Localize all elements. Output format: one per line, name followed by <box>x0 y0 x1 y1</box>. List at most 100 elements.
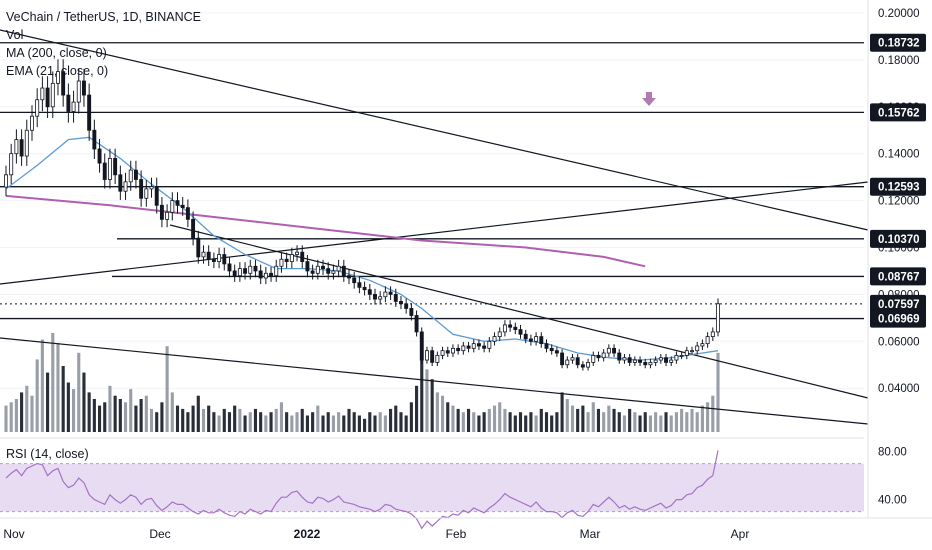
rsi-line <box>5 450 719 530</box>
candle-body <box>185 207 190 220</box>
candle-body <box>56 71 60 84</box>
candle-body <box>107 157 112 180</box>
candle-body <box>695 345 700 352</box>
candle <box>289 247 294 269</box>
volume-bar <box>518 412 523 432</box>
price-tag-box <box>870 229 926 248</box>
volume-bar <box>233 405 237 432</box>
volume-bar <box>243 415 247 432</box>
candle-body <box>66 94 71 112</box>
candle-body <box>565 359 570 366</box>
time-axis[interactable]: Nov Dec 2022 Feb Mar Apr <box>0 517 932 541</box>
volume-bar <box>685 412 689 432</box>
symbol-title[interactable]: VeChain / TetherUS, 1D, BINANCE <box>6 10 201 24</box>
price-tag-box <box>870 103 926 122</box>
volume-bar <box>326 412 330 432</box>
candle <box>476 339 481 351</box>
candle <box>373 288 377 305</box>
candle-body <box>549 347 554 352</box>
volume-bar <box>274 408 278 432</box>
candle <box>399 296 403 310</box>
volume-bar <box>342 415 346 432</box>
candle <box>627 353 632 366</box>
candle-body <box>435 354 440 363</box>
candle <box>310 264 315 280</box>
volume-bar <box>508 412 512 432</box>
candle-body <box>149 186 154 190</box>
candle <box>123 172 128 200</box>
volume-bar <box>149 408 154 432</box>
legend-ma[interactable]: MA (200, close, 0) <box>6 46 107 60</box>
candle-body <box>97 148 102 164</box>
volume-bar <box>139 399 143 432</box>
volume-bar <box>425 369 429 432</box>
candle <box>549 344 554 355</box>
volume-bar <box>596 408 601 432</box>
volume-bar <box>363 418 367 432</box>
volume-bar <box>576 408 580 432</box>
candle-body <box>71 101 76 112</box>
volume-bar <box>46 372 50 432</box>
candle-body <box>222 254 227 265</box>
candle-body <box>211 258 216 262</box>
volume-bar <box>648 415 652 432</box>
ma-200-line <box>5 194 646 268</box>
candle <box>113 148 118 185</box>
price-tick-label: 0.20000 <box>878 8 920 20</box>
candle-body <box>716 303 720 333</box>
candle <box>71 90 76 123</box>
volume-bar <box>144 395 148 432</box>
legend-ema[interactable]: EMA (21, close, 0) <box>6 64 109 78</box>
volume-bar <box>420 359 424 432</box>
candle <box>107 148 112 189</box>
candle-body <box>638 359 643 363</box>
candle-body <box>445 350 450 354</box>
candle-body <box>606 347 611 354</box>
candle <box>185 199 190 228</box>
candle-body <box>367 289 372 295</box>
price-level-tag: 0.07597 <box>870 294 926 313</box>
candle <box>419 327 424 364</box>
volume-bar <box>20 392 24 432</box>
volume-bar <box>680 408 684 432</box>
candle <box>632 356 637 366</box>
candle <box>690 346 694 355</box>
volume-bar <box>654 412 658 432</box>
candle <box>502 320 507 337</box>
time-tick-label: Dec <box>149 527 170 541</box>
candle <box>653 356 658 366</box>
volume-bar <box>196 395 200 432</box>
volume-bar <box>222 408 226 432</box>
legend-vol[interactable]: Vol <box>6 28 24 42</box>
candle-body <box>596 354 601 359</box>
candle <box>554 346 559 357</box>
price-axis[interactable]: 0.200000.180000.160000.140000.120000.100… <box>867 0 926 518</box>
candle <box>118 165 123 200</box>
candle <box>565 356 570 369</box>
volume-bar <box>300 408 304 432</box>
rsi-legend[interactable]: RSI (14, close) <box>6 447 89 461</box>
candle <box>601 349 606 362</box>
volume-bar <box>61 366 65 432</box>
volume-bar <box>399 412 403 432</box>
volume-bar <box>550 415 554 432</box>
trendline <box>169 224 869 399</box>
candle-body <box>243 268 248 274</box>
volume-bar <box>602 412 606 432</box>
down-arrow-icon <box>642 92 656 106</box>
candle-body <box>87 94 92 131</box>
candle <box>492 332 497 346</box>
candle <box>76 68 81 114</box>
candle-body <box>554 350 559 354</box>
volume-bar <box>695 412 699 432</box>
candle-body <box>627 357 632 363</box>
price-level-tag: 0.12593 <box>870 177 926 196</box>
candle <box>679 351 684 360</box>
candle <box>87 83 92 141</box>
volume-bar <box>700 405 704 432</box>
candle <box>295 245 299 262</box>
chart-legend: VeChain / TetherUS, 1D, BINANCE Vol MA (… <box>6 8 201 80</box>
candle <box>248 259 253 280</box>
candle <box>139 170 144 207</box>
